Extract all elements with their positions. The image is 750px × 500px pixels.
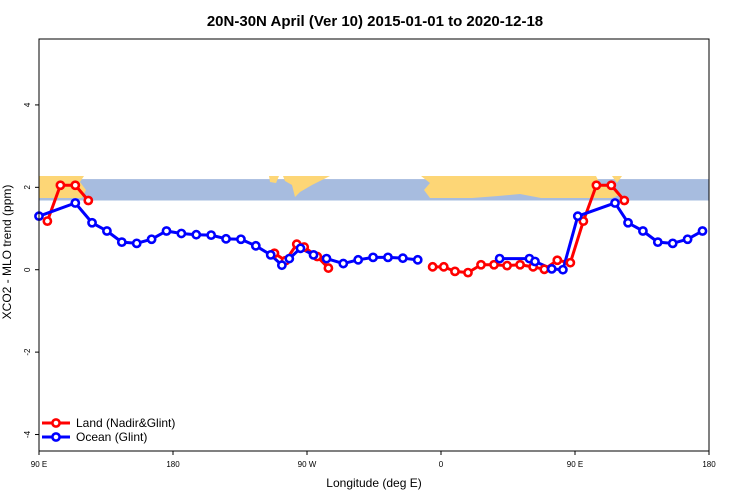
data-point	[539, 264, 550, 275]
data-point	[83, 195, 94, 206]
y-axis-label: XCO2 - MLO trend (ppm)	[0, 185, 14, 320]
data-point	[321, 253, 332, 264]
data-point	[102, 226, 112, 236]
data-point	[412, 254, 423, 265]
data-point	[146, 234, 157, 245]
data-point	[221, 233, 231, 244]
data-point	[276, 260, 287, 271]
data-point	[623, 217, 633, 228]
map-land-areas	[39, 176, 622, 198]
land-shape	[269, 176, 279, 183]
data-point	[70, 180, 81, 191]
data-point	[463, 267, 473, 278]
legend-marker	[51, 432, 61, 442]
data-point	[552, 255, 563, 266]
legend-label: Ocean (Glint)	[76, 430, 147, 444]
data-point	[558, 264, 568, 275]
series-line	[432, 183, 626, 275]
data-point	[682, 234, 693, 245]
legend: Land (Nadir&Glint)Ocean (Glint)	[42, 416, 175, 444]
data-point	[450, 266, 460, 277]
data-point	[250, 240, 261, 251]
data-point	[338, 258, 349, 269]
data-point	[236, 234, 246, 245]
data-point	[476, 259, 486, 270]
data-point	[619, 195, 630, 206]
data-point	[176, 228, 187, 239]
data-point	[70, 198, 81, 208]
data-point	[87, 217, 97, 228]
data-point	[368, 252, 378, 263]
data-point	[42, 216, 53, 227]
data-point	[565, 257, 576, 268]
data-point	[606, 180, 617, 191]
x-axis-label: Longitude (deg E)	[326, 476, 421, 490]
x-tick-label: 0	[439, 460, 444, 469]
data-point	[284, 253, 295, 264]
data-point	[265, 249, 276, 260]
data-point	[591, 180, 602, 191]
data-point	[502, 260, 512, 271]
data-point	[515, 259, 525, 270]
data-point	[116, 237, 127, 248]
y-tick-label: 4	[23, 102, 32, 107]
legend-label: Land (Nadir&Glint)	[76, 416, 175, 430]
data-point	[652, 237, 663, 248]
data-point	[397, 253, 408, 264]
data-point	[610, 198, 620, 208]
series-layer	[34, 180, 708, 278]
land-shape	[283, 176, 330, 197]
data-point	[638, 226, 648, 236]
data-point	[191, 229, 202, 240]
land-shape	[612, 176, 622, 183]
x-tick-label: 90 W	[298, 460, 317, 469]
data-point	[161, 226, 172, 236]
data-point	[697, 226, 708, 236]
y-tick-label: -4	[23, 430, 32, 438]
data-point	[546, 263, 557, 274]
data-point	[578, 216, 589, 227]
data-point	[308, 249, 319, 260]
x-tick-label: 180	[702, 460, 716, 469]
y-axis: -4 -2 0 2 4	[23, 102, 39, 438]
land-shape	[421, 176, 622, 198]
chart-title: 20N-30N April (Ver 10) 2015-01-01 to 202…	[207, 13, 543, 30]
x-tick-label: 180	[166, 460, 180, 469]
map-strip	[39, 176, 709, 201]
data-point	[353, 254, 364, 265]
y-tick-label: 2	[23, 185, 32, 190]
data-point	[572, 211, 583, 222]
data-point	[438, 261, 449, 272]
data-point	[323, 263, 334, 273]
x-axis: 90 E 180 90 W 0 90 E 180	[31, 451, 716, 469]
data-point	[55, 180, 66, 191]
y-tick-label: -2	[23, 348, 32, 356]
x-tick-label: 90 E	[567, 460, 583, 469]
data-point	[383, 252, 393, 263]
data-point	[494, 253, 505, 264]
data-point	[206, 230, 217, 241]
data-point	[530, 256, 540, 267]
data-point	[489, 259, 499, 270]
data-point	[131, 238, 142, 249]
data-point	[667, 238, 678, 249]
y-tick-label: 0	[23, 267, 32, 272]
series-line	[45, 183, 90, 222]
plot-frame	[38, 38, 710, 452]
legend-marker	[51, 418, 61, 428]
x-tick-label: 90 E	[31, 460, 47, 469]
data-point	[427, 261, 438, 272]
data-point	[295, 243, 306, 254]
